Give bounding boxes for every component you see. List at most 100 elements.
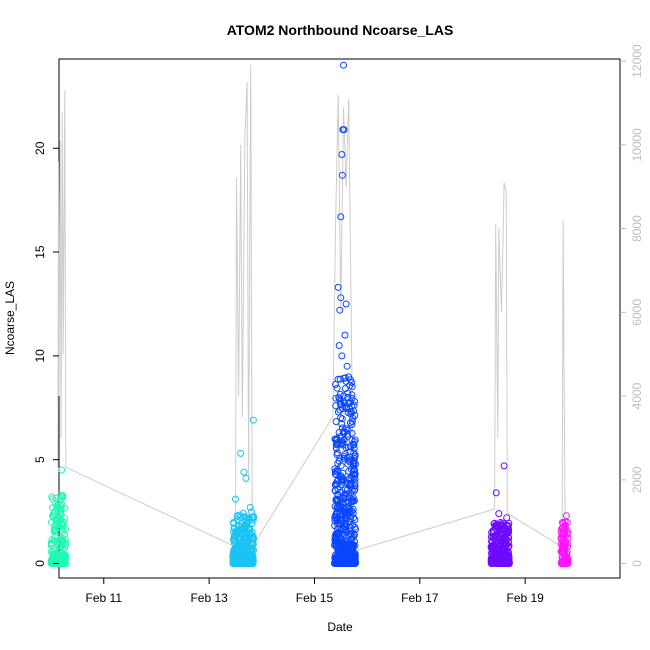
data-point <box>332 394 340 402</box>
data-point <box>338 151 346 158</box>
data-point <box>500 462 508 470</box>
data-point <box>336 534 344 542</box>
data-point <box>351 455 358 463</box>
data-point <box>561 533 569 541</box>
secondary-line-layer <box>57 65 566 552</box>
x-tick-label: Feb 19 <box>507 591 545 605</box>
data-point <box>334 459 342 467</box>
data-point <box>53 554 61 562</box>
data-point <box>233 559 240 567</box>
data-point <box>332 441 340 448</box>
data-point <box>344 494 352 502</box>
data-point <box>336 306 344 314</box>
data-point <box>336 390 344 398</box>
data-point <box>331 486 339 494</box>
axes-layer: Feb 11 Feb 13 Feb 15 Feb 17 Feb 19 0 5 10 15 20 0 2… <box>33 44 644 605</box>
data-point <box>334 508 341 516</box>
series-4 <box>557 512 572 567</box>
data-point <box>343 362 351 370</box>
data-point <box>335 342 343 349</box>
y2-tick-label: 2000 <box>630 466 644 493</box>
data-point <box>242 554 249 562</box>
data-point <box>249 516 257 524</box>
data-point <box>347 456 355 464</box>
data-point <box>347 408 355 416</box>
x-tick-label: Feb 15 <box>296 591 334 605</box>
data-point <box>332 418 340 426</box>
data-point <box>61 514 69 522</box>
y-tick-label: 20 <box>33 141 47 155</box>
data-point <box>237 449 245 457</box>
data-point <box>342 510 350 518</box>
data-point <box>238 520 245 528</box>
data-point <box>340 61 347 69</box>
data-point <box>343 430 351 438</box>
data-point <box>249 416 257 424</box>
data-point <box>334 515 342 523</box>
data-point <box>503 514 511 522</box>
data-point <box>502 531 510 539</box>
data-point <box>342 300 350 308</box>
y-tick-label: 10 <box>33 349 47 363</box>
data-point <box>61 539 69 546</box>
x-tick-label: Feb 17 <box>401 591 439 605</box>
data-point <box>495 510 503 518</box>
data-point <box>344 433 352 440</box>
data-point <box>351 398 359 405</box>
data-point <box>341 506 349 514</box>
data-point <box>332 436 340 444</box>
data-point <box>336 406 344 414</box>
data-point <box>489 557 497 564</box>
data-point <box>51 528 58 536</box>
data-point <box>331 541 338 549</box>
data-point <box>59 540 67 548</box>
data-point <box>230 528 237 536</box>
data-point <box>559 524 567 532</box>
y2-tick-label: 0 <box>630 560 644 567</box>
y-axis-label: Ncoarse_LAS <box>3 281 17 355</box>
data-point <box>236 547 244 555</box>
series-1 <box>229 416 258 567</box>
data-point <box>559 558 567 566</box>
data-point <box>338 352 346 360</box>
secondary-line <box>57 65 566 552</box>
y2-tick-label: 8000 <box>630 215 644 242</box>
data-point <box>50 536 58 544</box>
data-point <box>498 521 505 529</box>
data-point <box>339 552 347 560</box>
data-point <box>55 503 63 511</box>
data-point <box>337 515 345 523</box>
data-point <box>349 544 357 552</box>
data-point <box>347 559 355 567</box>
data-point <box>336 503 344 511</box>
data-point <box>230 518 237 526</box>
data-point <box>331 465 339 473</box>
data-point <box>343 454 351 462</box>
data-point <box>242 474 250 482</box>
data-point <box>348 436 356 444</box>
data-point <box>246 526 254 534</box>
data-point <box>347 448 355 456</box>
data-point <box>249 514 257 522</box>
data-point <box>348 421 356 428</box>
data-point <box>564 558 572 566</box>
data-point <box>335 559 343 567</box>
data-point <box>559 544 567 552</box>
data-point <box>562 512 570 520</box>
data-point <box>498 560 506 567</box>
data-point <box>559 520 567 527</box>
data-point <box>349 494 357 502</box>
data-point <box>343 486 351 494</box>
data-point <box>56 547 64 555</box>
data-point <box>333 495 341 503</box>
data-point <box>340 126 348 134</box>
data-point <box>349 521 357 529</box>
y2-tick-label: 12000 <box>630 44 644 78</box>
y-tick-label: 5 <box>33 456 47 463</box>
data-point <box>344 400 352 408</box>
data-point <box>60 559 68 567</box>
data-point <box>351 451 359 459</box>
data-point <box>338 420 346 428</box>
y-tick-label: 15 <box>33 245 47 259</box>
data-point <box>345 518 353 526</box>
